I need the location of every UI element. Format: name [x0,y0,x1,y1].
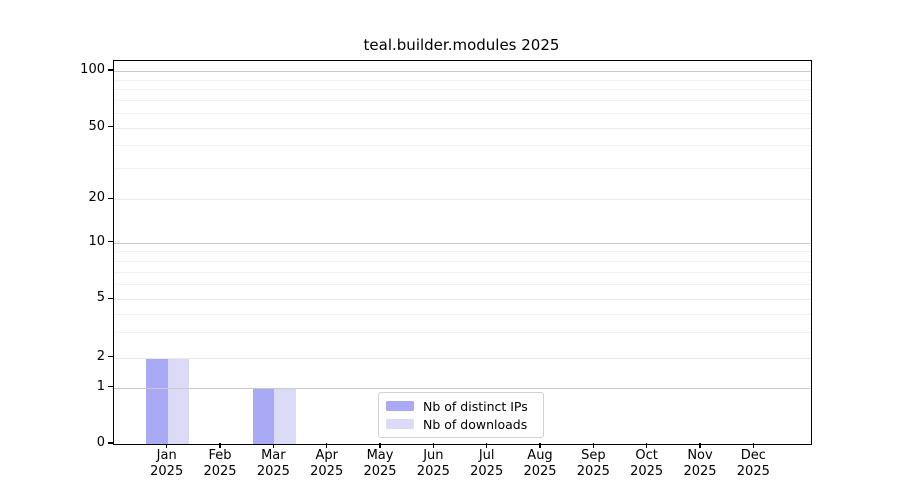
x-label-month: May [366,448,394,463]
x-axis-tick-label: Jan 2025 [124,448,210,480]
x-label-month: Jun [423,448,444,463]
x-label-year: 2025 [470,464,504,479]
x-axis-tick-label: Aug 2025 [497,448,583,480]
bar-downloads [167,357,190,444]
gridline-labeled [114,357,811,359]
gridline-minor [114,251,811,253]
x-axis-tick-label: Oct 2025 [604,448,690,480]
gridline-minor [114,89,811,91]
plot-area [113,60,812,445]
y-axis-tick-label: 5 [96,290,105,306]
x-axis-tick [272,443,274,448]
x-label-month: Jul [478,448,495,463]
gridline-labeled [114,199,811,201]
y-axis-tick [108,69,113,71]
x-label-year: 2025 [416,464,450,479]
x-axis-tick [326,443,328,448]
x-label-month: Oct [635,448,658,463]
x-label-month: Apr [315,448,338,463]
legend: Nb of distinct IPs Nb of downloads [378,392,544,438]
x-label-month: Dec [740,448,766,463]
gridline-minor [114,313,811,315]
x-axis-tick [752,443,754,448]
y-axis-tick [108,126,113,128]
gridline-minor [114,100,811,102]
y-axis-tick-label: 100 [80,62,105,77]
x-label-year: 2025 [523,464,557,479]
x-axis-tick-label: Jun 2025 [390,448,476,480]
bar-distinct-ips [146,357,168,444]
x-label-month: Mar [261,448,286,463]
x-label-year: 2025 [363,464,397,479]
x-axis-tick [166,443,168,448]
x-label-year: 2025 [576,464,610,479]
gridline-major [114,387,811,389]
y-axis-tick-label: 1 [96,378,105,394]
x-axis-tick [486,443,488,448]
legend-item-label: Nb of downloads [423,416,528,432]
legend-item: Nb of distinct IPs [386,397,536,415]
gridline-minor [114,331,811,333]
y-axis-tick-label: 2 [96,348,105,364]
gridline-labeled [114,127,811,129]
x-axis-tick [699,443,701,448]
y-axis-tick [108,197,113,199]
gridline-minor [114,284,811,286]
gridline-minor [114,112,811,114]
gridline-minor [114,271,811,273]
legend-item: Nb of downloads [386,415,536,433]
x-axis-tick [379,443,381,448]
x-axis-tick [432,443,434,448]
x-axis-tick [646,443,648,448]
x-axis-tick [539,443,541,448]
y-axis-tick [108,241,113,243]
gridline-major [114,71,811,72]
gridline-labeled [114,299,811,301]
x-axis-tick-label: Jul 2025 [444,448,530,480]
x-axis-tick-label: Apr 2025 [284,448,370,480]
y-axis-tick-label: 10 [88,233,105,249]
x-label-year: 2025 [310,464,344,479]
x-label-year: 2025 [683,464,717,479]
x-label-month: Feb [208,448,232,463]
gridline-minor [114,260,811,262]
gridline-minor [114,167,811,169]
x-label-year: 2025 [203,464,237,479]
y-axis-tick-label: 20 [88,190,105,206]
x-label-year: 2025 [150,464,184,479]
y-axis-tick [108,297,113,299]
legend-item-label: Nb of distinct IPs [423,398,528,414]
x-label-year: 2025 [630,464,664,479]
legend-swatch-distinct-ips [386,401,414,411]
legend-swatch-downloads [386,419,414,429]
x-label-year: 2025 [736,464,770,479]
gridline-major [114,242,811,244]
bar-distinct-ips [252,387,275,444]
x-axis-tick [592,443,594,448]
chart-title: teal.builder.modules 2025 [363,36,560,54]
x-axis-tick-label: Dec 2025 [710,448,796,480]
x-axis-tick-label: Mar 2025 [230,448,316,480]
x-label-year: 2025 [256,464,290,479]
y-axis-tick [108,386,113,388]
bar-downloads [274,387,296,444]
y-axis-tick-label: 0 [96,435,105,450]
y-axis-tick [108,442,113,444]
x-label-month: Sep [581,448,606,463]
gridline-minor [114,145,811,147]
x-axis-tick-label: May 2025 [337,448,423,480]
gridline-minor [114,79,811,81]
x-axis-tick [219,443,221,448]
x-label-month: Jan [156,448,177,463]
y-axis-tick [108,356,113,358]
x-axis-tick-label: Sep 2025 [550,448,636,480]
x-axis-tick-label: Nov 2025 [657,448,743,480]
x-label-month: Aug [527,448,553,463]
x-label-month: Nov [687,448,713,463]
x-axis-tick-label: Feb 2025 [177,448,263,480]
y-axis-tick-label: 50 [88,118,105,134]
